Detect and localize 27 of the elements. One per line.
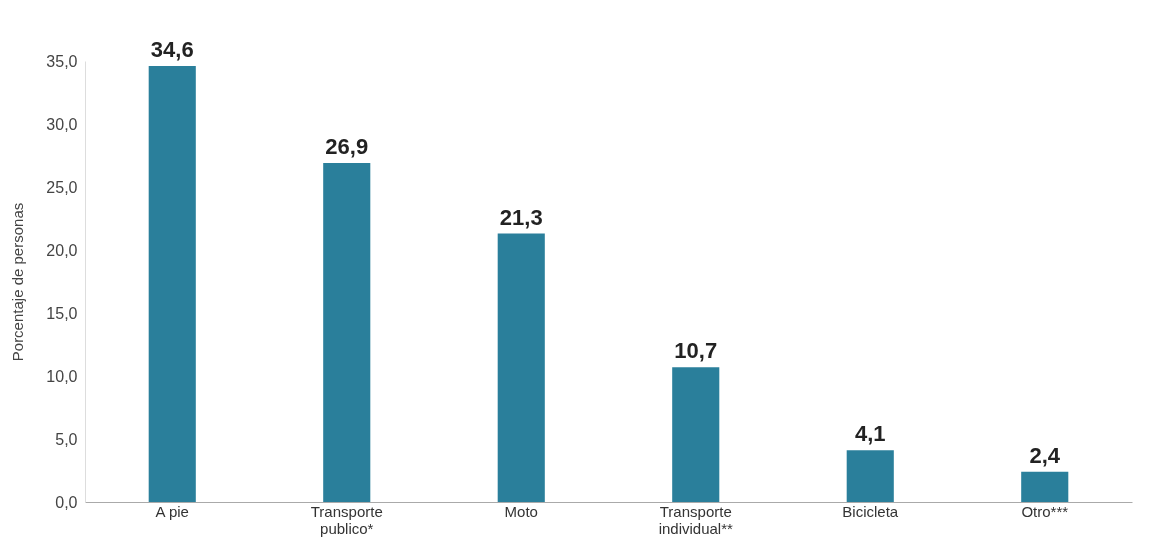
data-label: 10,7 bbox=[674, 338, 718, 364]
x-tick-label: Transporte individual** bbox=[658, 502, 734, 537]
y-tick-label: 0,0 bbox=[55, 493, 78, 511]
bar bbox=[323, 163, 371, 502]
bar bbox=[846, 450, 894, 502]
data-label: 2,4 bbox=[1029, 442, 1061, 468]
x-tick-label: Otro*** bbox=[1021, 502, 1069, 520]
x-tick-label: Transporte publico* bbox=[310, 502, 383, 537]
y-tick-label: 5,0 bbox=[55, 430, 78, 448]
x-tick-label: A pie bbox=[155, 502, 189, 520]
bar bbox=[672, 367, 720, 502]
y-axis-title: Porcentaje de personas bbox=[9, 202, 27, 362]
y-tick-label: 10,0 bbox=[46, 367, 78, 385]
y-tick-label: 20,0 bbox=[46, 241, 78, 259]
bar bbox=[148, 66, 196, 502]
bar bbox=[1021, 471, 1069, 502]
y-tick-label: 35,0 bbox=[46, 52, 78, 70]
bar bbox=[497, 233, 545, 502]
data-label: 4,1 bbox=[854, 421, 886, 447]
y-tick-label: 30,0 bbox=[46, 115, 78, 133]
x-tick-label: Moto bbox=[504, 502, 538, 520]
y-tick-label: 25,0 bbox=[46, 178, 78, 196]
y-tick-label: 15,0 bbox=[46, 304, 78, 322]
data-label: 26,9 bbox=[325, 134, 369, 160]
data-label: 34,6 bbox=[150, 37, 194, 63]
data-label: 21,3 bbox=[499, 204, 543, 230]
x-tick-label: Bicicleta bbox=[842, 502, 899, 520]
